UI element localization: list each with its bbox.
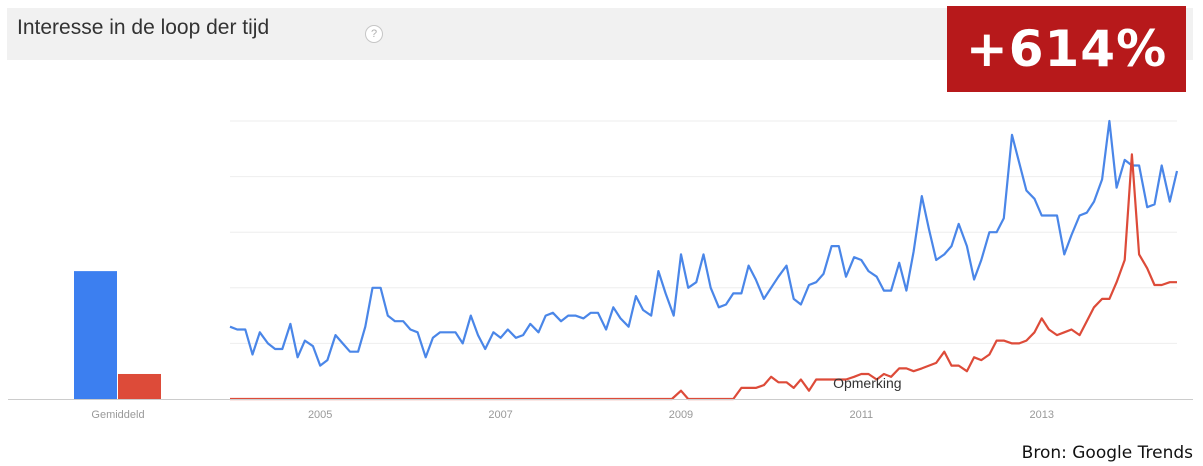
chart-grid [230, 120, 1177, 344]
x-axis: 2005 2007 2009 2011 2013 [8, 399, 1193, 421]
series-line-2 [230, 153, 1177, 401]
annotation-label: Opmerking [833, 375, 901, 391]
x-tick-label: 2013 [1029, 409, 1053, 421]
x-tick-label: 2009 [669, 409, 693, 421]
x-tick-label: 2011 [850, 409, 874, 421]
question-mark-icon[interactable]: ? [365, 25, 383, 43]
x-tick-label: 2005 [308, 409, 332, 421]
average-bar [118, 373, 161, 399]
growth-badge: +614% [947, 6, 1186, 92]
source-credit: Bron: Google Trends [1021, 443, 1193, 463]
average-bar [74, 271, 117, 399]
average-bars: Gemiddeld [74, 271, 161, 421]
series-line-1 [229, 119, 1179, 367]
chart-title: Interesse in de loop der tijd [17, 16, 270, 39]
x-tick-label: 2007 [488, 409, 512, 421]
series-lines: Opmerking [229, 119, 1179, 401]
average-label: Gemiddeld [91, 409, 144, 421]
